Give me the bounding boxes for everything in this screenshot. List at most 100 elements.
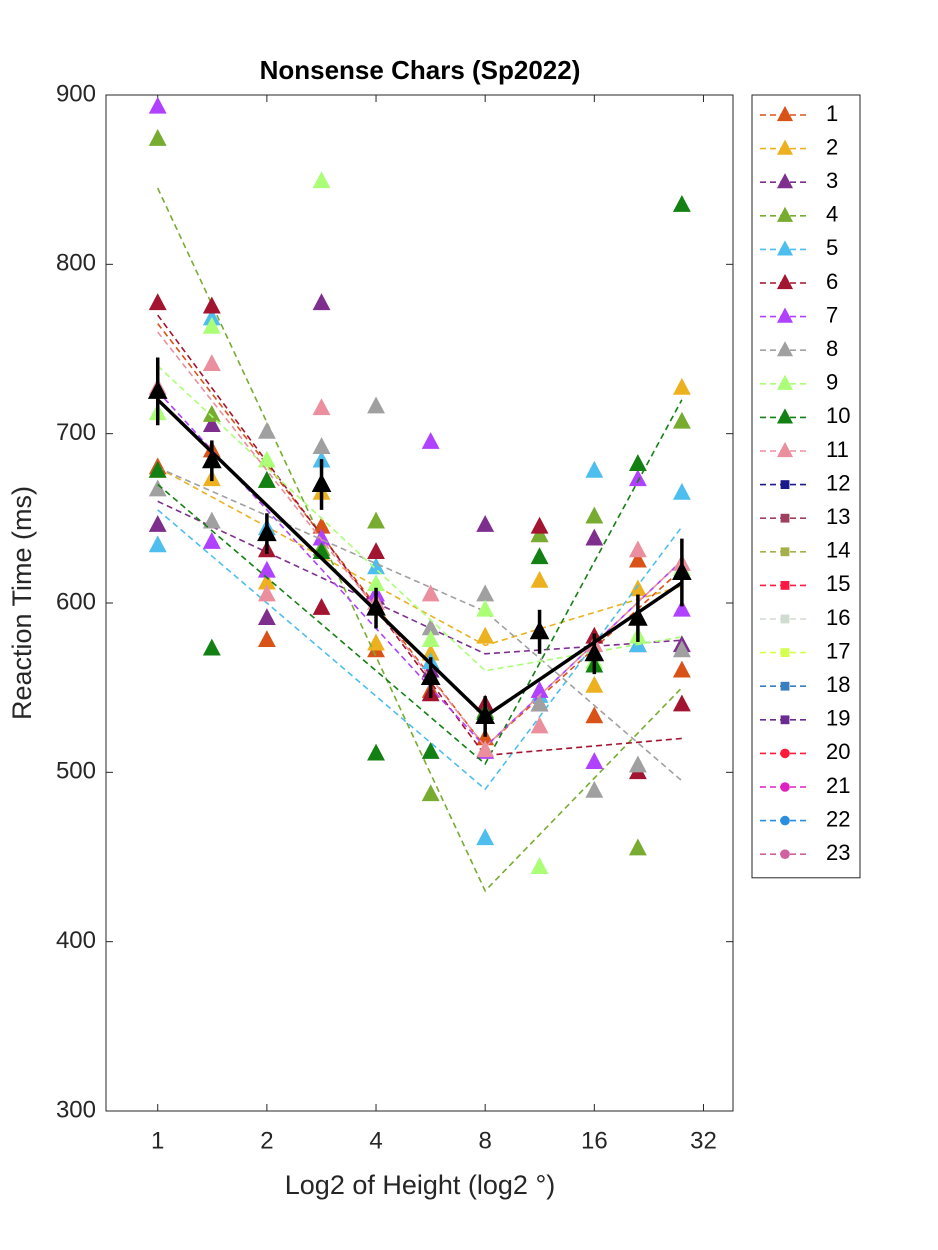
y-tick-label: 500: [56, 758, 96, 785]
data-point: [585, 506, 604, 524]
legend-label: 22: [826, 806, 850, 831]
chart-title: Nonsense Chars (Sp2022): [260, 55, 581, 85]
legend-marker: [776, 139, 794, 155]
data-point: [672, 411, 691, 429]
data-point: [148, 128, 167, 146]
y-tick-label: 300: [56, 1096, 96, 1123]
data-point: [421, 741, 440, 759]
legend-label: 10: [826, 403, 850, 428]
data-point: [672, 640, 691, 658]
x-tick-label: 32: [690, 1127, 717, 1154]
y-axis-label: Reaction Time (ms): [7, 486, 37, 720]
data-point: [585, 752, 604, 769]
data-point: [367, 396, 385, 414]
data-point: [628, 540, 647, 558]
legend-marker: [776, 240, 794, 256]
legend-label: 9: [826, 370, 838, 395]
data-point: [530, 516, 549, 534]
legend-label: 14: [826, 538, 850, 563]
data-point: [628, 755, 647, 773]
legend-label: 4: [826, 202, 838, 227]
legend-label: 15: [826, 571, 850, 596]
x-tick-label: 2: [260, 1127, 273, 1154]
data-point: [530, 570, 549, 588]
mean-point: [420, 666, 441, 686]
legend-marker: [776, 206, 794, 222]
data-point: [672, 660, 691, 678]
legend-marker: [780, 715, 790, 725]
data-point: [367, 743, 385, 761]
data-point: [628, 838, 647, 856]
mean-point: [529, 620, 550, 640]
data-point: [148, 535, 167, 553]
data-point: [421, 584, 440, 602]
data-point: [312, 598, 331, 615]
data-point: [257, 421, 276, 439]
legend-label: 18: [826, 672, 850, 697]
y-tick-label: 600: [56, 588, 96, 615]
legend-marker: [776, 307, 794, 323]
mean-point: [257, 522, 277, 542]
data-point: [148, 293, 167, 311]
fit-line: [157, 365, 683, 672]
legend-label: 13: [826, 504, 850, 529]
data-point: [672, 599, 691, 617]
mean-point: [311, 473, 332, 492]
x-tick-label: 16: [581, 1127, 608, 1154]
legend-marker: [776, 408, 794, 424]
legend-label: 6: [826, 269, 838, 294]
data-point: [530, 716, 549, 734]
legend-marker: [780, 547, 790, 557]
legend-marker: [776, 105, 794, 122]
legend-marker: [776, 173, 794, 189]
legend-marker: [780, 681, 790, 691]
data-point: [202, 316, 221, 334]
legend-marker: [780, 480, 790, 489]
mean-point: [147, 380, 168, 399]
data-point: [202, 404, 221, 422]
data-point: [672, 694, 691, 712]
legend-label: 8: [826, 336, 838, 361]
mean-point: [202, 449, 222, 469]
data-point: [672, 194, 691, 212]
data-point: [628, 550, 647, 568]
data-point: [476, 740, 495, 758]
x-tick-label: 4: [369, 1127, 382, 1154]
legend-label: 12: [826, 470, 850, 495]
data-point: [202, 511, 221, 529]
data-point: [257, 450, 276, 468]
data-point: [530, 857, 549, 874]
legend-marker: [780, 782, 790, 792]
legend-label: 3: [826, 168, 838, 193]
data-point: [628, 469, 647, 487]
legend-marker: [780, 815, 790, 826]
data-point: [257, 471, 276, 488]
legend-box: [751, 94, 861, 879]
mean-point: [584, 642, 605, 662]
x-tick-label: 1: [151, 1127, 164, 1154]
legend-marker: [776, 341, 794, 357]
data-point: [585, 780, 604, 798]
legend-marker: [776, 441, 794, 458]
mean-point: [672, 561, 692, 581]
y-tick-label: 400: [56, 927, 96, 954]
data-point: [202, 531, 221, 549]
legend-label: 21: [826, 773, 850, 798]
data-point: [257, 608, 276, 626]
data-point: [476, 515, 495, 532]
legend-marker: [780, 614, 790, 624]
x-axis-label: Log2 of Height (log2 °): [285, 1170, 555, 1200]
x-tick-label: 8: [478, 1127, 491, 1154]
fit-line: [157, 466, 683, 782]
data-point: [367, 511, 385, 529]
data-point: [312, 437, 331, 455]
mean-point: [475, 705, 496, 724]
mean-point: [366, 597, 386, 616]
legend-marker: [780, 748, 790, 759]
legend-label: 16: [826, 605, 850, 630]
y-tick-label: 900: [56, 80, 96, 107]
data-point: [202, 296, 221, 314]
data-point: [148, 96, 167, 114]
data-point: [257, 630, 276, 648]
